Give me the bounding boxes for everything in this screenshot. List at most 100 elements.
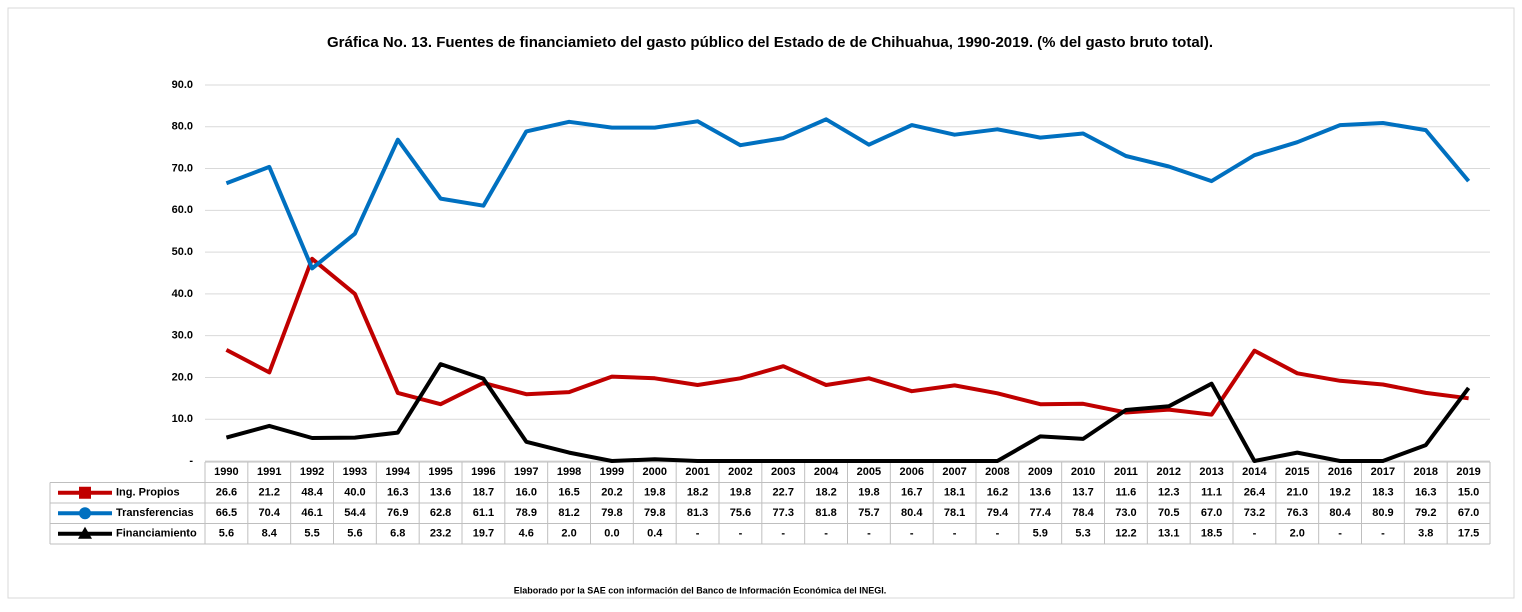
data-label: -: [867, 528, 871, 540]
data-label: 79.8: [601, 507, 622, 519]
data-label: 0.4: [647, 528, 663, 540]
data-label: 8.4: [262, 528, 278, 540]
x-tick-label: 1990: [214, 466, 238, 478]
data-label: 0.0: [604, 528, 619, 540]
y-tick-label: 60.0: [172, 204, 193, 216]
x-tick-label: 1999: [600, 466, 624, 478]
data-label: 19.2: [1329, 487, 1350, 499]
data-label: -: [996, 528, 1000, 540]
x-tick-label: 1995: [428, 466, 452, 478]
data-label: -: [739, 528, 743, 540]
y-tick-label: 90.0: [172, 79, 193, 91]
legend-label: Financiamiento: [116, 528, 197, 540]
data-label: 18.2: [815, 487, 836, 499]
y-tick-label: 10.0: [172, 413, 193, 425]
data-label: 79.8: [644, 507, 665, 519]
data-label: 19.8: [858, 487, 879, 499]
x-tick-label: 2005: [857, 466, 881, 478]
data-label: 13.6: [430, 487, 451, 499]
data-label: 16.7: [901, 487, 922, 499]
data-label: -: [781, 528, 785, 540]
data-label: 21.0: [1287, 487, 1308, 499]
data-label: 81.2: [558, 507, 579, 519]
x-tick-label: 2007: [942, 466, 966, 478]
data-label: 20.2: [601, 487, 622, 499]
data-label: 15.0: [1458, 487, 1479, 499]
data-label: 77.3: [773, 507, 794, 519]
data-label: 18.1: [944, 487, 965, 499]
data-label: 2.0: [561, 528, 576, 540]
x-tick-label: 2013: [1199, 466, 1223, 478]
data-label: -: [953, 528, 957, 540]
data-label: 73.0: [1115, 507, 1136, 519]
data-label: 5.6: [219, 528, 234, 540]
data-label: 61.1: [473, 507, 494, 519]
data-label: 13.7: [1072, 487, 1093, 499]
data-label: 80.4: [901, 507, 923, 519]
series-line: [225, 256, 1469, 417]
x-tick-label: 2010: [1071, 466, 1095, 478]
data-label: -: [910, 528, 914, 540]
data-label: -: [1338, 528, 1342, 540]
y-tick-label: 70.0: [172, 162, 193, 174]
data-label: 17.5: [1458, 528, 1479, 540]
data-label: 75.6: [730, 507, 751, 519]
x-tick-label: 1996: [471, 466, 495, 478]
data-label: 16.5: [558, 487, 579, 499]
data-label: 73.2: [1244, 507, 1265, 519]
data-label: 2.0: [1290, 528, 1305, 540]
x-tick-label: 2017: [1371, 466, 1395, 478]
x-tick-label: 2009: [1028, 466, 1052, 478]
y-tick-label: 80.0: [172, 121, 193, 133]
data-label: 76.9: [387, 507, 408, 519]
data-label: 75.7: [858, 507, 879, 519]
data-label: 79.2: [1415, 507, 1436, 519]
data-label: 81.3: [687, 507, 708, 519]
data-label: 16.2: [987, 487, 1008, 499]
legend-label: Transferencias: [116, 507, 194, 519]
data-label: 11.1: [1201, 487, 1222, 499]
series-line: [225, 117, 1471, 271]
x-tick-label: 1992: [300, 466, 324, 478]
data-label: 48.4: [301, 487, 323, 499]
x-tick-label: 1991: [257, 466, 281, 478]
data-label: 26.6: [216, 487, 237, 499]
data-label: 5.9: [1033, 528, 1048, 540]
x-tick-label: 1997: [514, 466, 538, 478]
legend-label: Ing. Propios: [116, 487, 180, 499]
data-label: 77.4: [1030, 507, 1052, 519]
data-label: 18.2: [687, 487, 708, 499]
data-label: 76.3: [1287, 507, 1308, 519]
x-tick-label: 2000: [643, 466, 667, 478]
y-tick-label: 50.0: [172, 246, 193, 258]
data-label: 62.8: [430, 507, 451, 519]
y-tick-label: -: [189, 455, 193, 467]
x-tick-label: 2018: [1414, 466, 1438, 478]
x-tick-label: 2001: [685, 466, 709, 478]
x-tick-label: 2002: [728, 466, 752, 478]
data-label: 54.4: [344, 507, 366, 519]
data-label: 46.1: [301, 507, 322, 519]
data-label: 16.3: [1415, 487, 1436, 499]
y-tick-label: 30.0: [172, 330, 193, 342]
x-tick-label: 2019: [1456, 466, 1480, 478]
data-label: 19.7: [473, 528, 494, 540]
x-tick-label: 1993: [343, 466, 367, 478]
data-label: 23.2: [430, 528, 451, 540]
data-label: 78.1: [944, 507, 965, 519]
data-label: 80.4: [1329, 507, 1351, 519]
x-tick-label: 2004: [814, 466, 839, 478]
x-tick-label: 2016: [1328, 466, 1352, 478]
data-label: 80.9: [1372, 507, 1393, 519]
data-label: 78.9: [516, 507, 537, 519]
data-label: -: [1381, 528, 1385, 540]
x-tick-label: 2012: [1157, 466, 1181, 478]
data-label: 13.1: [1158, 528, 1179, 540]
data-label: 5.6: [347, 528, 362, 540]
data-label: 16.3: [387, 487, 408, 499]
x-tick-label: 2003: [771, 466, 795, 478]
data-label: 21.2: [259, 487, 280, 499]
chart-frame: [7, 7, 1515, 599]
data-label: 11.6: [1116, 487, 1137, 499]
